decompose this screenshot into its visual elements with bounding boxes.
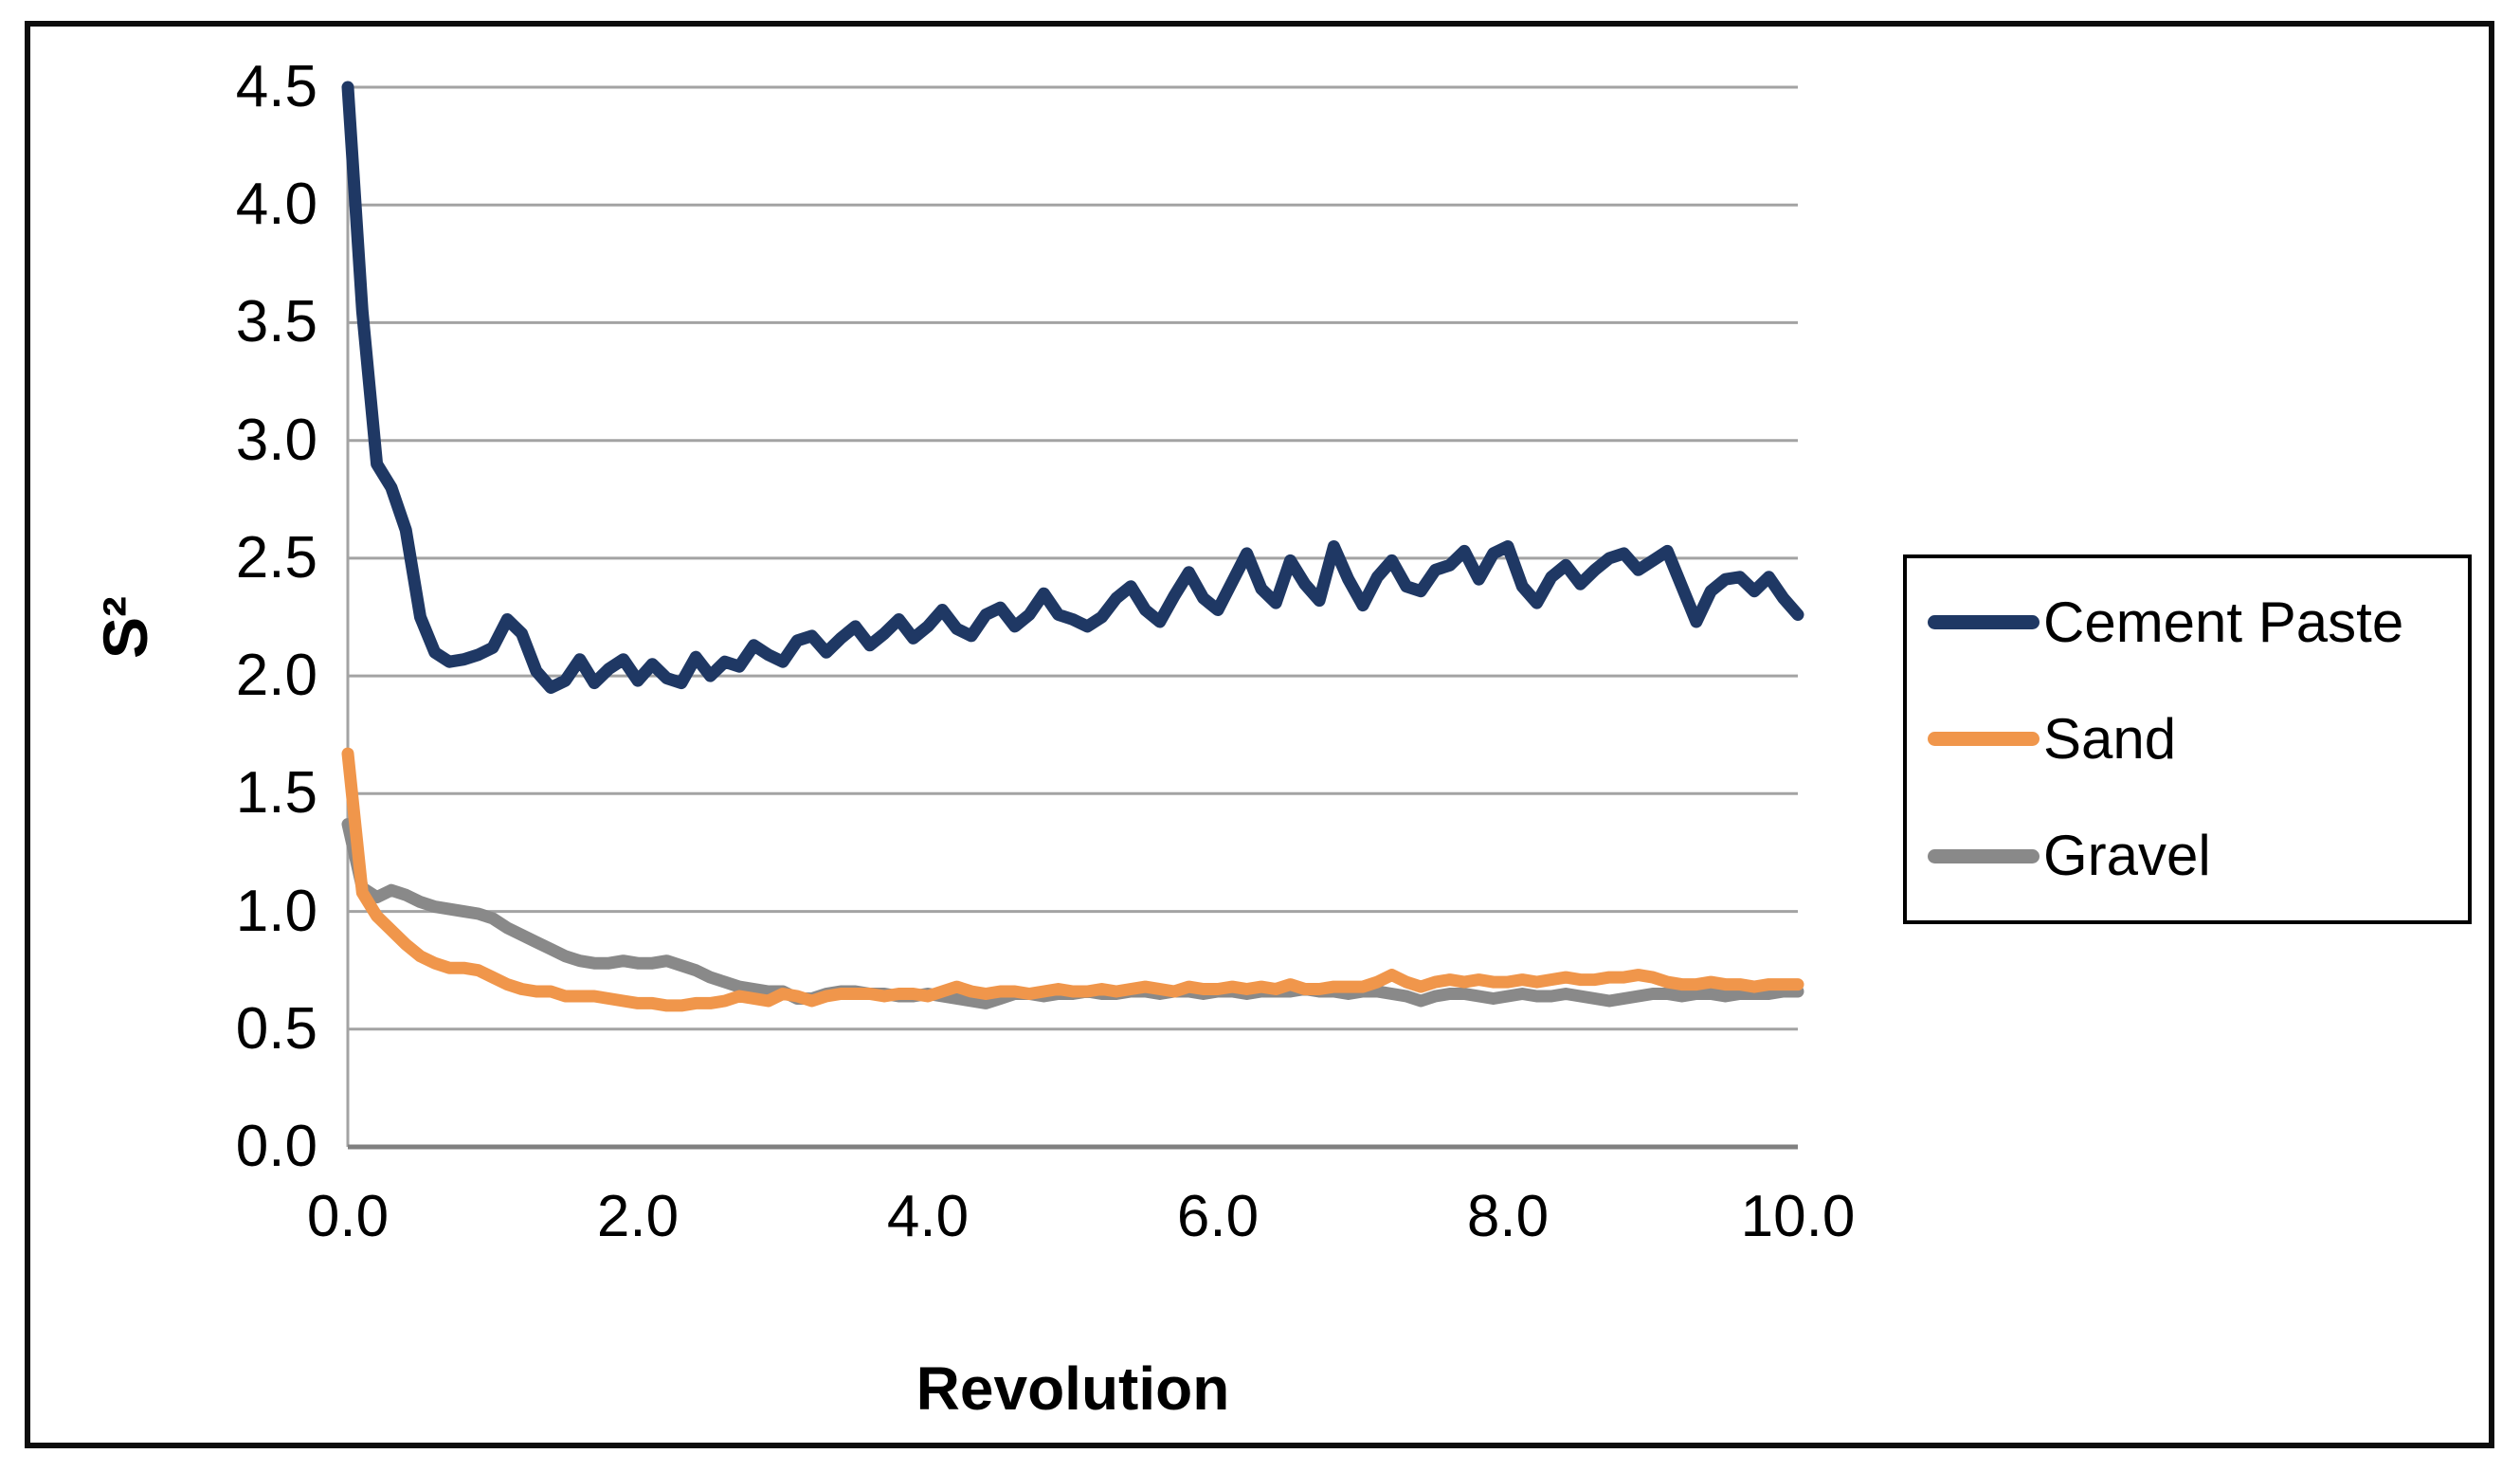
legend-label-gravel: Gravel <box>2043 824 2211 888</box>
legend-label-cement-paste: Cement Paste <box>2043 590 2404 654</box>
x-tick-label-4.0: 4.0 <box>886 1184 970 1249</box>
x-tick-label-6.0: 6.0 <box>1176 1184 1260 1249</box>
legend-item-cement-paste: Cement Paste <box>1928 591 2468 654</box>
series-line-sand <box>341 747 1804 1012</box>
y-tick-label-1.0: 1.0 <box>235 878 317 944</box>
y-tick-label-2.0: 2.0 <box>235 643 317 709</box>
y-tick-label-3.5: 3.5 <box>235 289 317 355</box>
y-tick-label-0.0: 0.0 <box>235 1114 317 1179</box>
series-line-cement-paste <box>341 81 1804 694</box>
y-tick-label-0.5: 0.5 <box>235 995 317 1062</box>
legend-item-sand: Sand <box>1928 706 2468 771</box>
gravel-line-swatch-icon <box>1928 848 2040 863</box>
sand-line-swatch-icon <box>1928 732 2040 747</box>
x-tick-label-2.0: 2.0 <box>596 1184 680 1249</box>
y-tick-label-1.5: 1.5 <box>235 760 317 827</box>
legend-label-sand: Sand <box>2043 706 2177 771</box>
y-tick-label-4.5: 4.5 <box>235 54 317 119</box>
x-tick-label-0.0: 0.0 <box>306 1184 390 1249</box>
y-tick-label-3.0: 3.0 <box>235 407 317 473</box>
legend-box: Cement Paste Sand Gravel <box>1903 554 2472 924</box>
y-tick-label-4.0: 4.0 <box>235 172 317 238</box>
x-tick-label-10.0: 10.0 <box>1740 1184 1856 1249</box>
x-tick-label-8.0: 8.0 <box>1466 1184 1550 1249</box>
cement-paste-line-swatch-icon <box>1928 615 2040 630</box>
plot-area <box>341 81 1804 1150</box>
y-axis-title: S² <box>90 596 160 659</box>
y-tick-label-2.5: 2.5 <box>235 524 317 591</box>
legend-item-gravel: Gravel <box>1928 825 2468 887</box>
x-axis-title: Revolution <box>916 1354 1230 1423</box>
